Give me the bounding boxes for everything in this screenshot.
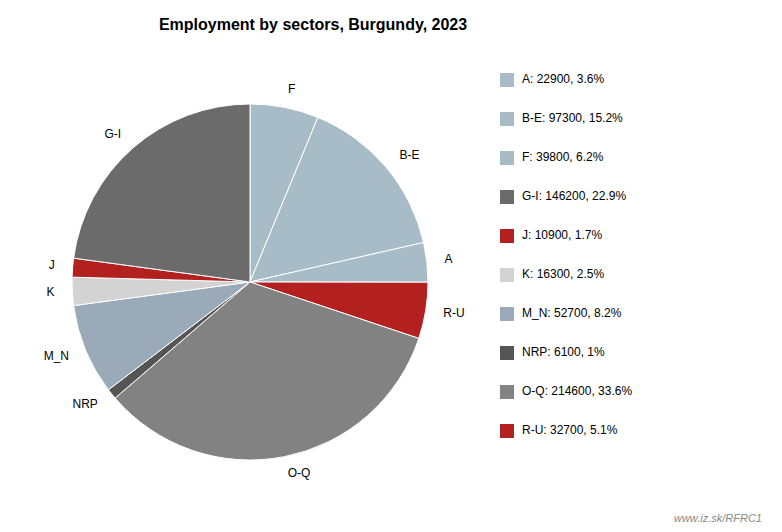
pie-slice: [250, 243, 428, 283]
legend-swatch: [500, 385, 514, 399]
slice-label: K: [46, 285, 54, 299]
slice-label: F: [288, 82, 295, 96]
title: Employment by sectors, Burgundy, 2023: [159, 16, 467, 33]
legend-label: B-E: 97300, 15.2%: [522, 111, 623, 125]
pie-slice: [74, 104, 250, 282]
legend-label: F: 39800, 6.2%: [522, 150, 604, 164]
legend-swatch: [500, 73, 514, 87]
legend-swatch: [500, 268, 514, 282]
legend-label: K: 16300, 2.5%: [522, 267, 604, 281]
slice-label: R-U: [443, 306, 464, 320]
legend-entry: F: 39800, 6.2%: [500, 150, 604, 165]
slice-label: G-I: [104, 127, 121, 141]
slice-labels: F B-E A R-U O-Q NRP M_N KJ G-I: [44, 82, 465, 480]
legend-entry: A: 22900, 3.6%: [500, 72, 604, 87]
legend-entry: M_N: 52700, 8.2%: [500, 306, 622, 321]
slice-label: M_N: [44, 349, 69, 363]
legend-label: NRP: 6100, 1%: [522, 345, 605, 359]
slice-label: NRP: [72, 397, 97, 411]
legend-swatch: [500, 229, 514, 243]
pie: [72, 104, 428, 460]
legend-entry: J: 10900, 1.7%: [500, 228, 602, 243]
legend-entry: K: 16300, 2.5%: [500, 267, 604, 282]
legend-entry: G-I: 146200, 22.9%: [500, 189, 626, 204]
legend-entry: B-E: 97300, 15.2%: [500, 111, 623, 126]
legend-swatch: [500, 151, 514, 165]
slice-label: A: [445, 252, 453, 266]
legend-label: O-Q: 214600, 33.6%: [522, 384, 632, 398]
legend-label: M_N: 52700, 8.2%: [522, 306, 622, 320]
legend-swatch: [500, 190, 514, 204]
watermark: www.iz.sk/RFRC1: [674, 512, 762, 524]
legend-label: J: 10900, 1.7%: [522, 228, 602, 242]
legend-swatch: [500, 424, 514, 438]
legend-label: G-I: 146200, 22.9%: [522, 189, 626, 203]
legend-entry: NRP: 6100, 1%: [500, 345, 605, 360]
legend-swatch: [500, 307, 514, 321]
chart: Employment by sectors, Burgundy, 2023 F B-…: [0, 0, 782, 532]
legend-label: R-U: 32700, 5.1%: [522, 423, 618, 437]
slice-label: B-E: [400, 148, 420, 162]
legend-entry: O-Q: 214600, 33.6%: [500, 384, 632, 399]
legend-swatch: [500, 346, 514, 360]
legend-entry: R-U: 32700, 5.1%: [500, 423, 618, 438]
legend-label: A: 22900, 3.6%: [522, 72, 604, 86]
slice-label: J: [49, 258, 55, 272]
slice-label: O-Q: [288, 466, 311, 480]
legend: A: 22900, 3.6% B-E: 97300, 15.2% F: 39800,…: [500, 72, 632, 438]
legend-swatch: [500, 112, 514, 126]
